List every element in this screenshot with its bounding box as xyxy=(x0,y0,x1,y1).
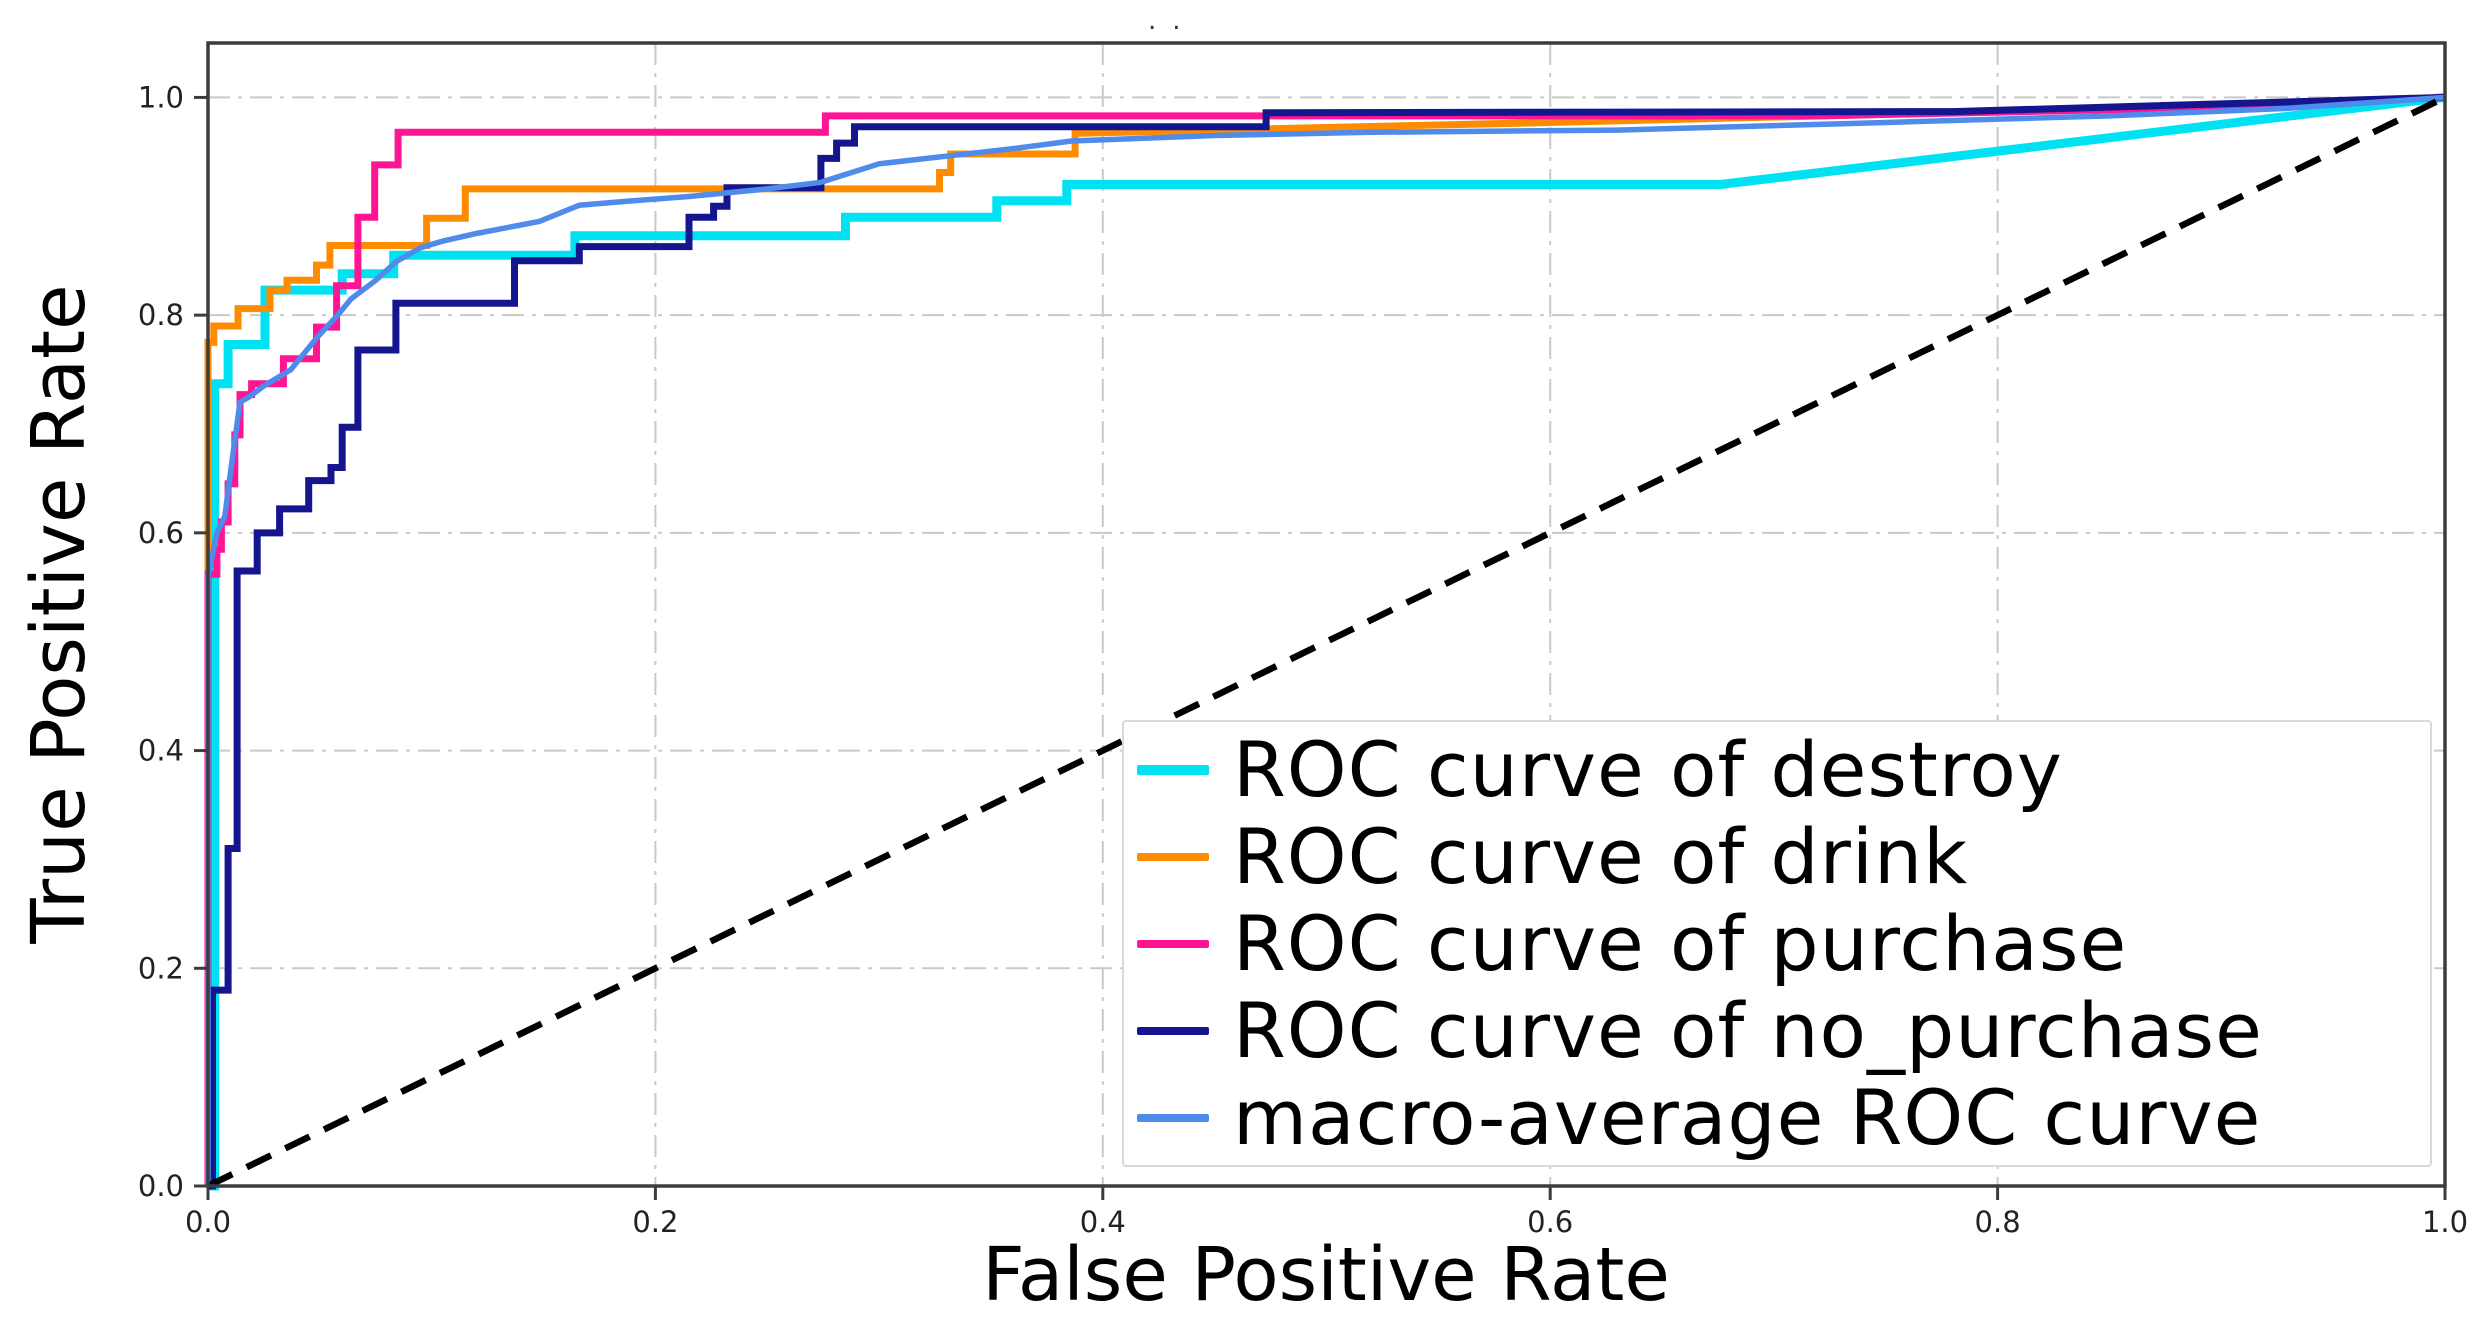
x-tick-label: 0.2 xyxy=(632,1205,678,1239)
legend-item-macro: macro-average ROC curve xyxy=(1124,1075,2430,1161)
y-tick-label: 0.8 xyxy=(138,298,184,332)
legend-item-destroy: ROC curve of destroy xyxy=(1124,727,2430,813)
y-tick-label: 0.6 xyxy=(138,516,184,550)
x-tick-label: 0.4 xyxy=(1080,1205,1126,1239)
legend-swatch-drink xyxy=(1137,853,1209,861)
legend: ROC curve of destroy ROC curve of drink RO… xyxy=(1122,720,2432,1167)
legend-item-purchase: ROC curve of purchase xyxy=(1124,901,2430,987)
legend-label-destroy: ROC curve of destroy xyxy=(1233,725,2063,814)
y-tick-label: 0.0 xyxy=(138,1169,184,1203)
axes-spines xyxy=(206,41,2447,1188)
legend-label-purchase: ROC curve of purchase xyxy=(1233,899,2128,988)
y-tick-label: 0.2 xyxy=(138,951,184,985)
legend-label-macro: macro-average ROC curve xyxy=(1233,1073,2262,1162)
x-tick-label: 0.6 xyxy=(1527,1205,1573,1239)
roc-curve-destroy xyxy=(208,92,2446,1191)
legend-swatch-no_purchase xyxy=(1137,1027,1209,1035)
y-axis-label: True Positive Rate xyxy=(16,284,102,944)
x-tick-label: 0.0 xyxy=(185,1205,231,1239)
y-tick-label: 0.4 xyxy=(138,734,184,768)
x-tick-label: 1.0 xyxy=(2422,1205,2468,1239)
roc-curve-macro xyxy=(205,94,2446,1186)
legend-item-drink: ROC curve of drink xyxy=(1124,814,2430,900)
legend-label-no_purchase: ROC curve of no_purchase xyxy=(1233,986,2263,1075)
plot-title-dots: .. xyxy=(1148,6,1197,36)
y-tick-label: 1.0 xyxy=(138,80,184,114)
roc-curve-no_purchase xyxy=(208,93,2446,1190)
x-tick-label: 0.8 xyxy=(1975,1205,2021,1239)
legend-swatch-macro xyxy=(1137,1114,1209,1122)
legend-swatch-destroy xyxy=(1137,765,1209,775)
chance-diagonal xyxy=(206,94,2447,1189)
legend-label-drink: ROC curve of drink xyxy=(1233,812,1969,901)
legend-item-no_purchase: ROC curve of no_purchase xyxy=(1124,988,2430,1074)
x-axis-label: False Positive Rate xyxy=(982,1232,1670,1318)
legend-swatch-purchase xyxy=(1137,940,1209,948)
roc-curve-drink xyxy=(204,93,2446,1186)
